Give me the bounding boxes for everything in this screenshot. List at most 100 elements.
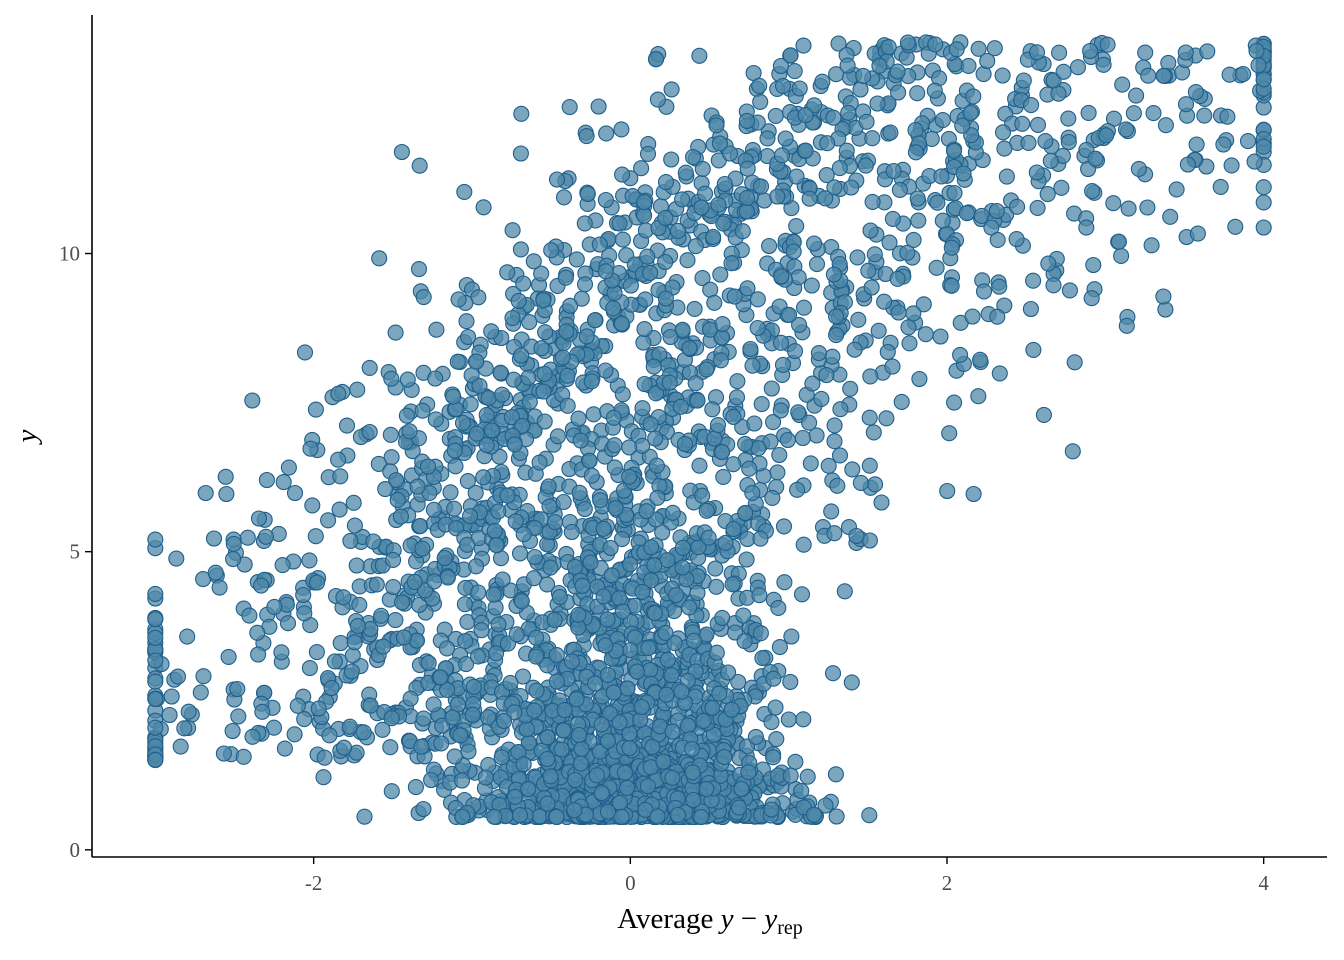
scatter-point	[1246, 153, 1263, 170]
scatter-point	[407, 779, 424, 796]
scatter-point	[681, 599, 698, 616]
scatter-point	[734, 223, 751, 240]
scatter-point	[826, 525, 843, 542]
x-axis-ticks: -2 0 2 4	[305, 857, 1269, 895]
scatter-point	[1128, 87, 1145, 104]
scatter-point	[1248, 42, 1265, 60]
scatter-point	[714, 444, 731, 461]
scatter-point	[1157, 117, 1174, 134]
scatter-point	[439, 569, 456, 586]
scatter-point	[900, 319, 917, 336]
scatter-point	[605, 300, 622, 317]
scatter-point	[640, 640, 657, 657]
scatter-point	[583, 373, 600, 390]
scatter-point	[1035, 406, 1052, 423]
scatter-point	[611, 215, 628, 232]
scatter-point	[570, 726, 588, 744]
scatter-point	[694, 270, 711, 287]
x-tick-label: 4	[1258, 871, 1269, 895]
scatter-point	[972, 351, 989, 368]
scatter-point	[788, 168, 805, 185]
scatter-point	[172, 738, 189, 755]
scatter-point	[539, 729, 556, 746]
scatter-point	[349, 617, 366, 634]
scatter-point	[740, 764, 757, 781]
scatter-point	[673, 683, 690, 700]
scatter-point	[235, 748, 252, 765]
scatter-point	[863, 279, 880, 296]
scatter-point	[742, 340, 759, 358]
scatter-point	[296, 344, 314, 361]
scatter-point	[642, 572, 660, 589]
scatter-point	[862, 222, 879, 239]
scatter-point	[513, 105, 530, 122]
scatter-point	[686, 300, 703, 317]
scatter-point	[578, 328, 595, 345]
scatter-point	[408, 632, 426, 649]
scatter-point	[840, 104, 857, 121]
scatter-point	[1187, 84, 1204, 101]
scatter-point	[362, 697, 379, 714]
scatter-point	[943, 239, 960, 256]
scatter-point	[599, 666, 616, 683]
scatter-point	[1118, 317, 1135, 334]
scatter-point	[724, 576, 741, 593]
scatter-point	[808, 256, 826, 273]
scatter-point	[613, 121, 630, 138]
scatter-point	[316, 749, 333, 766]
scatter-point	[1155, 288, 1172, 305]
scatter-point	[483, 323, 500, 340]
scatter-point	[716, 175, 733, 193]
scatter-point	[409, 478, 426, 495]
scatter-point	[606, 437, 623, 454]
scatter-point	[662, 328, 679, 346]
scatter-point	[180, 703, 197, 720]
scatter-point	[820, 457, 837, 474]
scatter-point	[486, 808, 503, 825]
scatter-point	[994, 67, 1011, 84]
x-axis-title-minus: −	[733, 903, 764, 935]
scatter-point	[1139, 199, 1156, 216]
scatter-point	[385, 578, 402, 596]
scatter-point	[725, 456, 742, 473]
scatter-point	[413, 738, 430, 755]
scatter-point	[605, 409, 622, 426]
scatter-point	[1060, 133, 1077, 151]
scatter-point	[657, 290, 674, 307]
scatter-point	[423, 771, 440, 789]
scatter-point	[573, 740, 590, 758]
scatter-point	[769, 188, 786, 205]
scatter-point	[926, 82, 943, 99]
scatter-point	[661, 374, 678, 391]
scatter-point	[217, 468, 234, 485]
scatter-point	[508, 626, 525, 643]
scatter-point	[446, 748, 463, 765]
scatter-point	[559, 397, 576, 414]
scatter-point	[739, 189, 756, 206]
scatter-point	[244, 392, 261, 409]
scatter-point	[700, 529, 717, 546]
scatter-point	[461, 508, 479, 525]
scatter-point	[375, 638, 392, 655]
scatter-point	[244, 728, 261, 745]
scatter-point	[433, 735, 450, 752]
scatter-point	[674, 191, 691, 208]
scatter-point	[711, 685, 728, 702]
scatter-point	[795, 536, 812, 553]
scatter-point	[581, 452, 598, 469]
scatter-point	[432, 669, 449, 686]
scatter-point	[772, 334, 790, 351]
scatter-point	[879, 343, 896, 361]
scatter-point	[643, 539, 660, 556]
scatter-point	[628, 663, 646, 680]
scatter-point	[514, 417, 531, 435]
scatter-point	[542, 559, 559, 576]
scatter-point	[568, 691, 585, 708]
scatter-point	[1083, 290, 1100, 307]
scatter-point	[395, 629, 412, 646]
scatter-point	[224, 722, 241, 740]
scatter-point	[790, 269, 807, 286]
y-tick-label: 0	[70, 838, 81, 862]
scatter-point	[147, 629, 164, 646]
scatter-point	[355, 724, 372, 741]
